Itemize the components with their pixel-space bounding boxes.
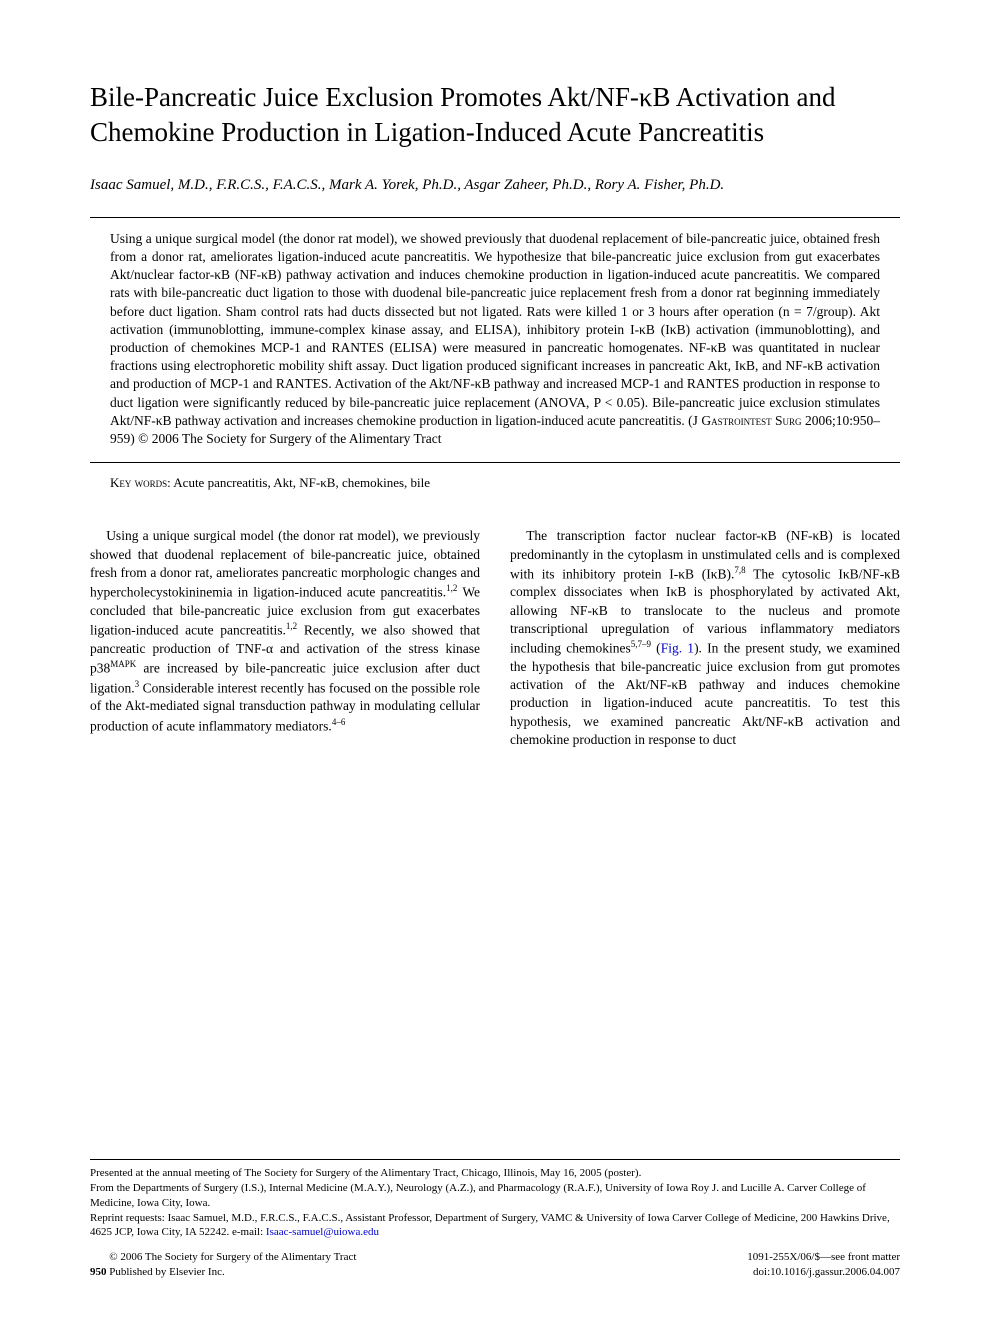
presented-note: Presented at the annual meeting of The S… [90,1166,900,1181]
page-number: 950 [90,1266,107,1278]
keywords-line: Key words: Acute pancreatitis, Akt, NF-κ… [90,475,900,491]
issn: 1091-255X/06/$—see front matter [747,1250,900,1265]
divider-bottom [90,462,900,463]
citation-sup: 1,2 [446,583,457,593]
footer: Presented at the annual meeting of The S… [90,1159,900,1280]
footer-left: 950 © 2006 The Society for Surgery of th… [90,1250,356,1280]
footer-right: 1091-255X/06/$—see front matter doi:10.1… [747,1250,900,1280]
citation-sup: 1,2 [286,621,297,631]
column-right: The transcription factor nuclear factor-… [510,527,900,749]
body-text-span: ). In the present study, we examined the… [510,641,900,747]
body-text-span: ( [651,641,661,656]
publisher: Published by Elsevier Inc. [109,1266,224,1278]
citation-sup: 4–6 [332,717,346,727]
abstract-journal: Gastrointest Surg [701,413,801,428]
superscript: MAPK [110,659,136,669]
keywords-label: Key words: [110,475,171,490]
abstract: Using a unique surgical model (the donor… [90,230,900,449]
paragraph-2: The transcription factor nuclear factor-… [510,527,900,749]
citation-sup: 7,8 [734,565,745,575]
article-title: Bile-Pancreatic Juice Exclusion Promotes… [90,80,900,150]
keywords-text: Acute pancreatitis, Akt, NF-κB, chemokin… [171,475,430,490]
affiliations: From the Departments of Surgery (I.S.), … [90,1181,900,1211]
figure-link[interactable]: Fig. 1 [661,641,694,656]
body-text-span: Using a unique surgical model (the donor… [90,528,480,599]
body-text-span: Considerable interest recently has focus… [90,680,480,733]
abstract-text: Using a unique surgical model (the donor… [110,231,880,428]
column-left: Using a unique surgical model (the donor… [90,527,480,749]
author-list: Isaac Samuel, M.D., F.R.C.S., F.A.C.S., … [90,174,900,197]
citation-sup: 5,7–9 [631,639,651,649]
divider-top [90,217,900,218]
footer-bottom: 950 © 2006 The Society for Surgery of th… [90,1250,900,1280]
copyright: © 2006 The Society for Surgery of the Al… [109,1251,356,1263]
reprint-requests: Reprint requests: Isaac Samuel, M.D., F.… [90,1211,900,1241]
reprint-text: Reprint requests: Isaac Samuel, M.D., F.… [90,1212,890,1239]
paragraph-1: Using a unique surgical model (the donor… [90,527,480,735]
email-link[interactable]: Isaac-samuel@uiowa.edu [266,1226,379,1238]
footer-notes: Presented at the annual meeting of The S… [90,1159,900,1240]
body-text: Using a unique surgical model (the donor… [90,527,900,749]
doi: doi:10.1016/j.gassur.2006.04.007 [747,1265,900,1280]
